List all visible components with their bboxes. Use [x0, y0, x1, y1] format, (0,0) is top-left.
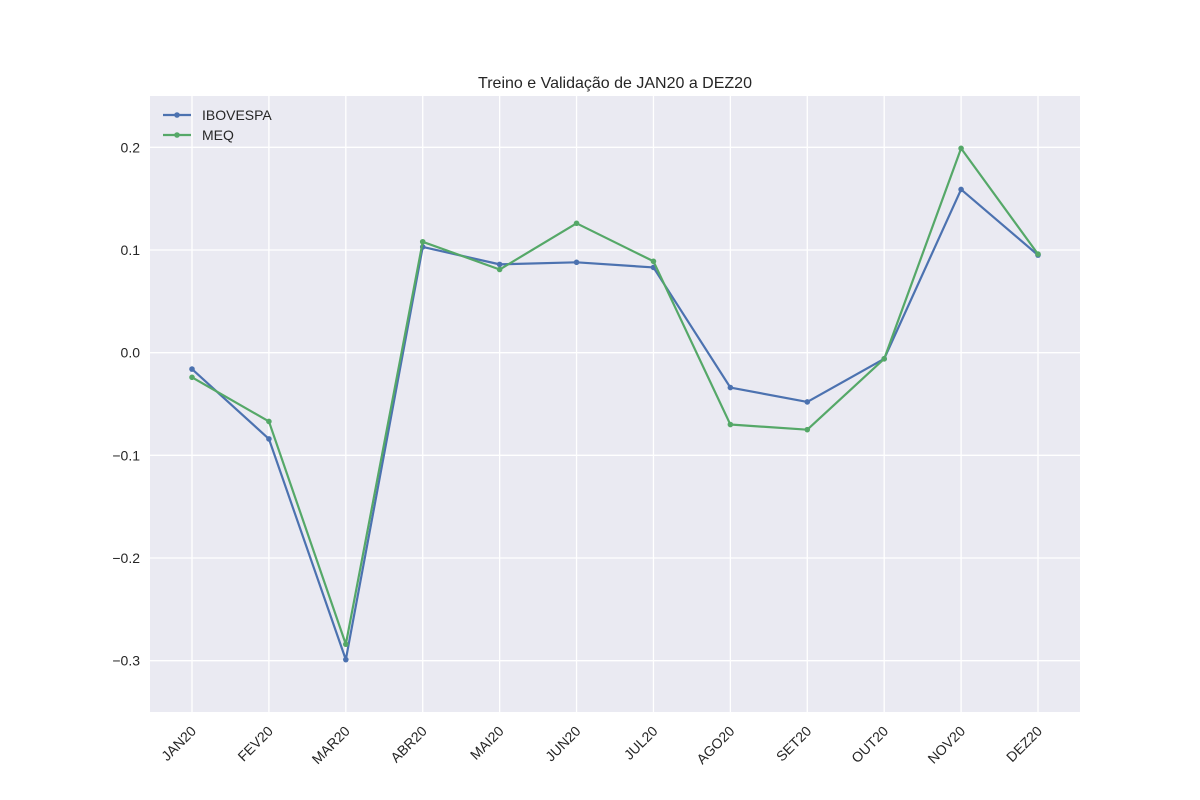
- x-tick-label: JAN20: [158, 723, 199, 764]
- data-point: [958, 186, 964, 193]
- y-tick-label: −0.1: [112, 447, 140, 463]
- data-point: [189, 374, 195, 381]
- x-axis-ticks: JAN20 FEV20 MAR20 ABR20 MAI20 JUN20 JUL20 AGO20…: [158, 723, 1045, 767]
- y-tick-label: 0.0: [121, 345, 141, 361]
- data-point: [343, 641, 349, 648]
- legend-marker: [174, 112, 180, 118]
- data-point: [496, 266, 503, 273]
- x-tick-label: DEZ20: [1003, 723, 1045, 765]
- series-lines: [189, 145, 1041, 663]
- data-point: [727, 384, 734, 391]
- y-tick-label: 0.2: [121, 139, 141, 155]
- legend-label: MEQ: [202, 127, 234, 143]
- x-tick-label: ABR20: [387, 723, 430, 766]
- x-tick-label: NOV20: [924, 723, 968, 767]
- series-line: [191, 147, 1039, 646]
- data-point: [1035, 251, 1041, 257]
- data-point: [958, 145, 964, 152]
- series-meq: [189, 145, 1041, 648]
- data-point: [804, 399, 811, 405]
- gridlines: [150, 96, 1080, 712]
- data-point: [266, 418, 272, 425]
- series-line: [191, 188, 1039, 661]
- data-point: [573, 259, 580, 266]
- legend-item: IBOVESPA: [163, 107, 272, 123]
- data-point: [727, 421, 734, 428]
- x-tick-label: AGO20: [693, 723, 737, 767]
- legend-item: MEQ: [163, 127, 234, 143]
- legend-marker: [174, 132, 180, 138]
- data-point: [419, 238, 426, 245]
- x-tick-label: MAI20: [467, 723, 507, 763]
- data-point: [804, 426, 811, 433]
- plot-area: [150, 96, 1080, 712]
- data-point: [573, 220, 580, 227]
- x-tick-label: SET20: [773, 723, 815, 765]
- y-axis-ticks: −0.3 −0.2 −0.1 0.0 0.1 0.2: [112, 139, 140, 668]
- data-point: [266, 436, 272, 442]
- x-tick-label: OUT20: [848, 723, 891, 766]
- chart-title: Treino e Validação de JAN20 a DEZ20: [478, 75, 752, 92]
- data-point: [343, 656, 349, 663]
- data-point: [189, 366, 195, 372]
- x-tick-label: MAR20: [309, 723, 353, 767]
- y-tick-label: 0.1: [121, 242, 141, 258]
- data-point: [496, 261, 503, 268]
- x-tick-label: JUL20: [621, 723, 661, 763]
- legend-label: IBOVESPA: [202, 107, 272, 123]
- y-tick-label: −0.2: [112, 550, 140, 566]
- x-tick-label: JUN20: [542, 723, 584, 765]
- data-point: [881, 356, 887, 362]
- data-point: [650, 258, 657, 265]
- x-tick-label: FEV20: [234, 723, 276, 765]
- y-tick-label: −0.3: [112, 653, 140, 669]
- legend: IBOVESPA MEQ: [163, 107, 272, 143]
